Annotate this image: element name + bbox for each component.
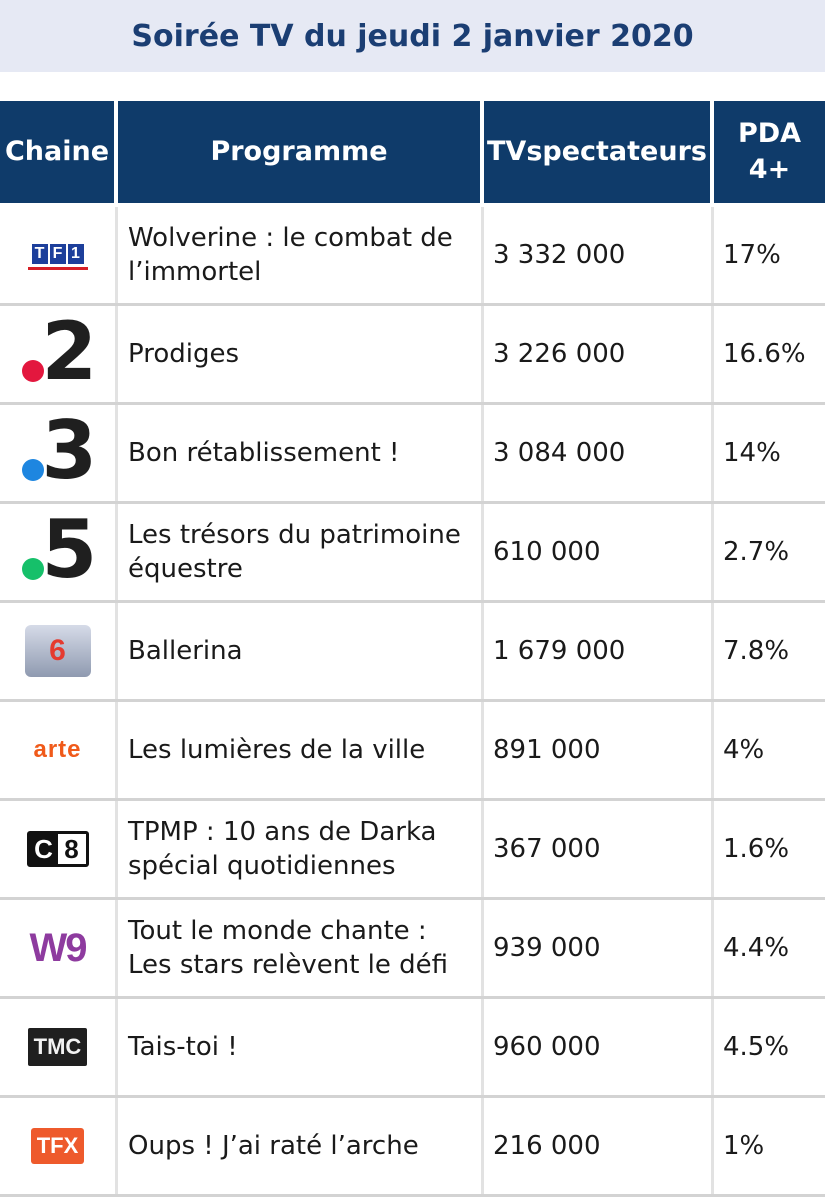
table-row: T F 1 Wolverine : le combat de l’immorte… xyxy=(0,207,825,306)
table-row: 3 Bon rétablissement ! 3 084 000 14% xyxy=(0,405,825,504)
tmc-logo-icon: TMC xyxy=(27,1028,88,1066)
header-pda: PDA 4+ xyxy=(714,101,825,207)
spectateurs-cell: 939 000 xyxy=(484,900,714,996)
spectateurs-cell: 610 000 xyxy=(484,504,714,600)
france2-logo-number: 2 xyxy=(41,305,98,398)
pda-cell: 4% xyxy=(723,735,765,765)
programme-cell: Les trésors du patrimoine équestre xyxy=(118,504,484,600)
table-row: 2 Prodiges 3 226 000 16.6% xyxy=(0,306,825,405)
tf1-logo-t: T xyxy=(31,243,48,264)
arte-logo-icon: arte xyxy=(33,736,82,763)
spectateurs-cell: 216 000 xyxy=(484,1098,714,1194)
table-row: TMC Tais-toi ! 960 000 4.5% xyxy=(0,999,825,1098)
header-pda-line2: 4+ xyxy=(748,154,791,185)
channel-logo-tmc: TMC xyxy=(0,999,118,1095)
c8-logo-8: 8 xyxy=(57,834,86,864)
page-title: Soirée TV du jeudi 2 janvier 2020 xyxy=(131,18,694,54)
channel-logo-m6: 6 xyxy=(0,603,118,699)
spectateurs-cell: 960 000 xyxy=(484,999,714,1095)
pda-cell: 4.4% xyxy=(723,933,790,963)
header-tvspectateurs: TVspectateurs xyxy=(484,101,714,207)
spectateurs-cell: 1 679 000 xyxy=(484,603,714,699)
tf1-logo-1: 1 xyxy=(67,243,84,264)
channel-logo-france5: 5 xyxy=(0,504,118,600)
pda-cell: 1.6% xyxy=(723,834,790,864)
tf1-logo-f: F xyxy=(49,243,66,264)
spectateurs-cell: 3 226 000 xyxy=(484,306,714,402)
channel-logo-tf1: T F 1 xyxy=(0,207,118,303)
pda-cell: 16.6% xyxy=(723,339,806,369)
audience-table: Chaine Programme TVspectateurs PDA 4+ T … xyxy=(0,101,825,1197)
pda-cell: 4.5% xyxy=(723,1032,790,1062)
table-row: 5 Les trésors du patrimoine équestre 610… xyxy=(0,504,825,603)
programme-cell: Prodiges xyxy=(118,306,484,402)
pda-cell: 17% xyxy=(723,240,781,270)
table-row: W9 Tout le monde chante : Les stars relè… xyxy=(0,900,825,999)
programme-cell: Ballerina xyxy=(118,603,484,699)
channel-logo-c8: C 8 xyxy=(0,801,118,897)
spectateurs-cell: 367 000 xyxy=(484,801,714,897)
pda-cell: 1% xyxy=(723,1131,765,1161)
france5-logo-number: 5 xyxy=(41,503,98,596)
red-dot-icon xyxy=(21,360,44,382)
channel-logo-w9: W9 xyxy=(0,900,118,996)
channel-logo-france2: 2 xyxy=(0,306,118,402)
table-row: 6 Ballerina 1 679 000 7.8% xyxy=(0,603,825,702)
spectateurs-cell: 3 084 000 xyxy=(484,405,714,501)
table-row: arte Les lumières de la ville 891 000 4% xyxy=(0,702,825,801)
programme-cell: Bon rétablissement ! xyxy=(118,405,484,501)
table-header-row: Chaine Programme TVspectateurs PDA 4+ xyxy=(0,101,825,207)
programme-cell: Tais-toi ! xyxy=(118,999,484,1095)
channel-logo-france3: 3 xyxy=(0,405,118,501)
m6-logo-icon: 6 xyxy=(24,625,91,677)
programme-cell: Tout le monde chante : Les stars relèven… xyxy=(118,900,484,996)
spectateurs-cell: 3 332 000 xyxy=(484,207,714,303)
programme-cell: Les lumières de la ville xyxy=(118,702,484,798)
blue-dot-icon xyxy=(21,459,44,481)
programme-cell: TPMP : 10 ans de Darka spécial quotidien… xyxy=(118,801,484,897)
header-programme: Programme xyxy=(118,101,484,207)
france3-logo-number: 3 xyxy=(41,404,98,497)
pda-cell: 14% xyxy=(723,438,781,468)
c8-logo-c: C xyxy=(29,834,58,864)
pda-cell: 2.7% xyxy=(723,537,790,567)
green-dot-icon xyxy=(21,558,44,580)
programme-cell: Wolverine : le combat de l’immortel xyxy=(118,207,484,303)
header-chaine: Chaine xyxy=(0,101,118,207)
table-row: TFX Oups ! J’ai raté l’arche 216 000 1% xyxy=(0,1098,825,1197)
channel-logo-tfx: TFX xyxy=(0,1098,118,1194)
header-pda-line1: PDA xyxy=(737,118,802,149)
table-row: C 8 TPMP : 10 ans de Darka spécial quoti… xyxy=(0,801,825,900)
w9-logo-icon: W9 xyxy=(29,926,88,970)
title-bar: Soirée TV du jeudi 2 janvier 2020 xyxy=(0,0,825,72)
pda-cell: 7.8% xyxy=(723,636,790,666)
spectateurs-cell: 891 000 xyxy=(484,702,714,798)
tfx-logo-icon: TFX xyxy=(30,1128,85,1164)
programme-cell: Oups ! J’ai raté l’arche xyxy=(118,1098,484,1194)
channel-logo-arte: arte xyxy=(0,702,118,798)
